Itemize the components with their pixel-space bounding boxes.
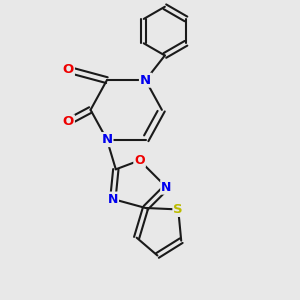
Text: O: O bbox=[63, 115, 74, 128]
Text: O: O bbox=[63, 63, 74, 76]
Text: N: N bbox=[101, 133, 112, 146]
Text: N: N bbox=[140, 74, 151, 87]
Text: S: S bbox=[173, 203, 183, 216]
Text: N: N bbox=[161, 181, 172, 194]
Text: N: N bbox=[108, 193, 118, 206]
Text: O: O bbox=[134, 154, 145, 167]
